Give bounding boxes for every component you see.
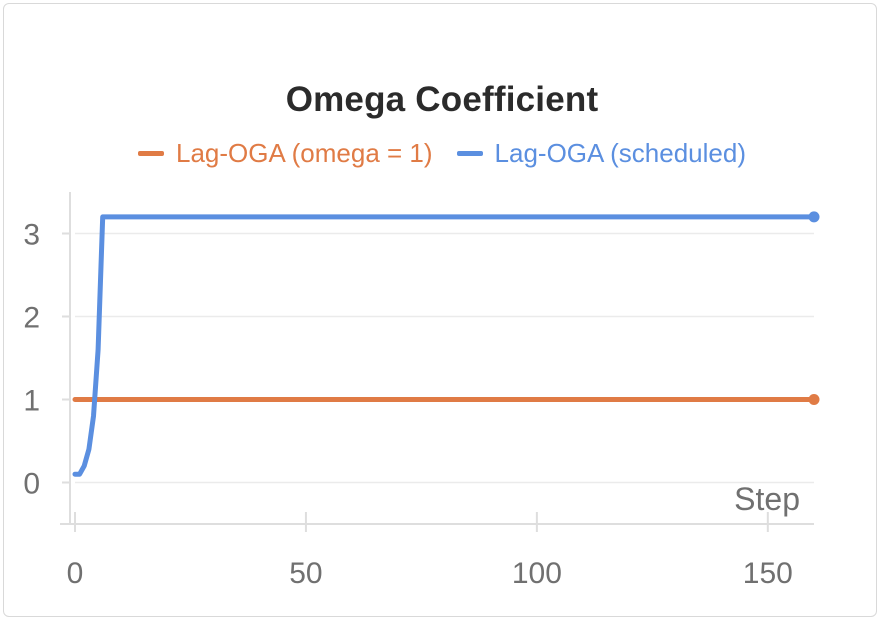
y-tick-label-2: 2 <box>23 302 40 335</box>
x-tick-label-0: 0 <box>67 557 84 590</box>
legend-label-omega-1: Lag-OGA (omega = 1) <box>176 138 433 168</box>
y-tick-label-1: 1 <box>23 385 40 418</box>
series-line-1 <box>72 214 817 477</box>
y-tick-label-3: 3 <box>23 219 40 252</box>
legend-item-scheduled[interactable]: Lag-OGA (scheduled) <box>456 138 746 169</box>
series-end-point-1 <box>808 211 820 223</box>
chart-title: Omega Coefficient <box>285 80 599 119</box>
legend-swatch-scheduled <box>456 151 483 156</box>
chart-legend: Lag-OGA (omega = 1) Lag-OGA (scheduled) <box>0 138 884 169</box>
y-tick-label-0: 0 <box>23 468 40 501</box>
series-end-point-0 <box>808 394 820 405</box>
x-tick-label-50: 50 <box>289 557 322 590</box>
x-tick-label-150: 150 <box>743 557 793 590</box>
chart-panel <box>3 3 877 617</box>
legend-label-scheduled: Lag-OGA (scheduled) <box>494 138 746 168</box>
x-axis-label: Step <box>734 481 800 517</box>
x-tick-label-100: 100 <box>512 557 562 590</box>
legend-item-omega-1[interactable]: Lag-OGA (omega = 1) <box>138 138 433 169</box>
legend-swatch-omega-1 <box>138 151 164 156</box>
